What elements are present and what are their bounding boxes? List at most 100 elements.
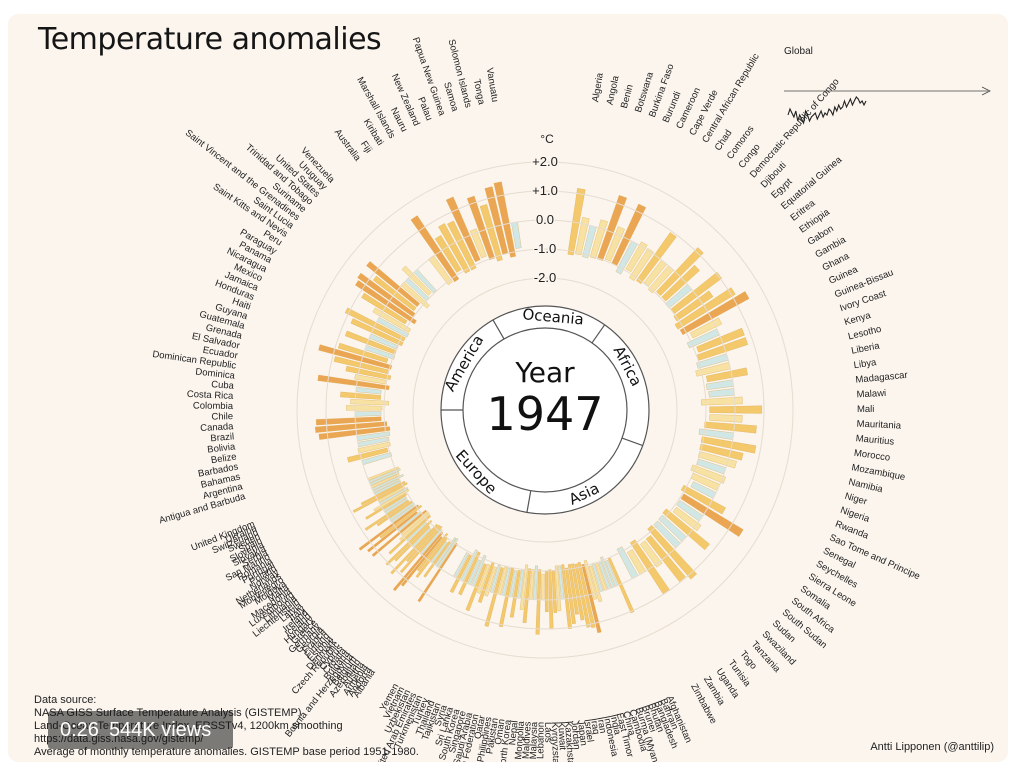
anomaly-bar xyxy=(344,330,397,355)
video-time: 0:26 xyxy=(60,719,99,741)
region-label: Oceania xyxy=(522,305,585,328)
anomaly-bar xyxy=(700,396,743,406)
chart-title: Temperature anomalies xyxy=(38,22,382,57)
anomaly-bar xyxy=(588,565,603,603)
anomaly-bar xyxy=(423,541,451,578)
anomaly-bar xyxy=(338,342,389,363)
anomaly-bar xyxy=(640,540,663,568)
country-label: Jordan xyxy=(568,720,582,750)
anomaly-bar xyxy=(535,569,542,635)
anomaly-bar xyxy=(708,388,735,398)
country-label: Mauritania xyxy=(856,419,902,432)
country-label: Algeria xyxy=(590,71,606,103)
anomaly-bar xyxy=(340,391,382,400)
anomaly-bar xyxy=(379,504,423,539)
country-label: Laos xyxy=(542,722,553,743)
video-time-overlay[interactable]: 0:26 544K views xyxy=(48,711,234,749)
country-label: Mauritius xyxy=(855,433,895,448)
anomaly-bar xyxy=(636,232,677,284)
country-label: Liberia xyxy=(850,340,881,356)
anomaly-bar xyxy=(645,535,686,582)
scale-tick-labels: °C +2.0 +1.0 0.0 -1.0 -2.0 xyxy=(531,132,560,286)
anomaly-bar xyxy=(709,414,743,423)
anomaly-bar xyxy=(417,542,458,603)
country-label: Mongolia xyxy=(513,720,527,760)
anomaly-bar xyxy=(346,405,383,411)
anomaly-bar xyxy=(565,567,576,624)
anomaly-bar xyxy=(466,195,495,260)
anomaly-bar xyxy=(607,557,635,614)
anomaly-bar xyxy=(372,307,411,333)
country-label: Mali xyxy=(857,404,874,415)
anomaly-bar xyxy=(647,525,697,580)
anomaly-bar xyxy=(680,493,744,537)
anomaly-bar xyxy=(574,563,591,628)
inset-arrow xyxy=(981,86,991,96)
anomaly-bar xyxy=(354,374,386,385)
anomaly-bar xyxy=(656,247,704,296)
scale-rings xyxy=(296,161,794,659)
anomaly-bar xyxy=(315,421,388,433)
country-label: Maldives xyxy=(521,721,534,759)
anomaly-bar xyxy=(355,280,417,325)
year-value: 1947 xyxy=(486,387,603,441)
source-label: Data source: xyxy=(34,694,97,706)
anomaly-bar xyxy=(394,525,431,562)
region-separator xyxy=(492,319,505,340)
anomaly-bar xyxy=(541,573,545,601)
country-label: Qatar xyxy=(472,715,488,740)
video-frame[interactable]: Temperature anomalies Algeria Angola Benin… xyxy=(8,14,1008,762)
country-label: Lesotho xyxy=(847,324,882,343)
inset-line xyxy=(787,96,867,125)
country-label: Tonga xyxy=(471,78,487,106)
anomaly-bar xyxy=(493,181,516,258)
country-label: Kazakhstan xyxy=(562,721,577,762)
anomaly-bar xyxy=(522,568,532,623)
anomaly-bar xyxy=(696,337,748,361)
country-label: Madagascar xyxy=(855,370,908,386)
country-label: Dominica xyxy=(195,366,236,381)
anomaly-bar xyxy=(371,509,427,557)
country-label: Chile xyxy=(211,411,233,422)
anomaly-bar xyxy=(428,255,453,286)
anomaly-bar xyxy=(358,504,419,551)
country-label: Kuwait xyxy=(555,721,567,750)
anomaly-bar xyxy=(376,500,413,527)
anomaly-bar xyxy=(373,489,410,512)
anomaly-bar xyxy=(583,559,598,600)
scale-tick-label: +2.0 xyxy=(532,154,558,169)
anomaly-bar xyxy=(345,365,392,380)
anomaly-bar xyxy=(400,525,443,574)
country-label: Nepal xyxy=(507,720,520,746)
anomaly-bar xyxy=(567,188,586,256)
anomaly-bar xyxy=(509,570,521,618)
source-line: Average of monthly temperature anomalies… xyxy=(34,746,419,758)
video-views: 544K views xyxy=(108,719,212,741)
country-label: Kenya xyxy=(843,310,873,328)
anomaly-bar xyxy=(479,204,503,262)
anomaly-bar xyxy=(561,564,572,629)
country-label: Canada xyxy=(200,421,235,434)
country-label: Malawi xyxy=(856,388,886,400)
scale-tick-label: +1.0 xyxy=(532,183,558,198)
anomaly-bar xyxy=(318,344,393,370)
anomaly-bar xyxy=(458,551,481,596)
anomaly-bar xyxy=(484,567,504,627)
anomaly-bar xyxy=(469,228,487,259)
scale-tick-label: -1.0 xyxy=(534,241,556,256)
anomaly-bar xyxy=(401,265,432,296)
anomaly-bar xyxy=(352,482,408,513)
anomaly-bar xyxy=(354,411,382,417)
anomaly-bar xyxy=(438,223,471,274)
country-label: India xyxy=(607,713,622,736)
region-separator xyxy=(621,437,643,447)
anomaly-bar xyxy=(315,416,382,426)
anomaly-bar xyxy=(706,367,748,383)
anomaly-bar xyxy=(690,464,726,484)
anomaly-bar xyxy=(597,195,628,261)
anomaly-bar xyxy=(625,241,648,273)
scale-ring xyxy=(412,277,678,543)
country-label: Niger xyxy=(843,491,868,508)
author-credit: Antti Lipponen (@anttilip) xyxy=(870,741,994,753)
